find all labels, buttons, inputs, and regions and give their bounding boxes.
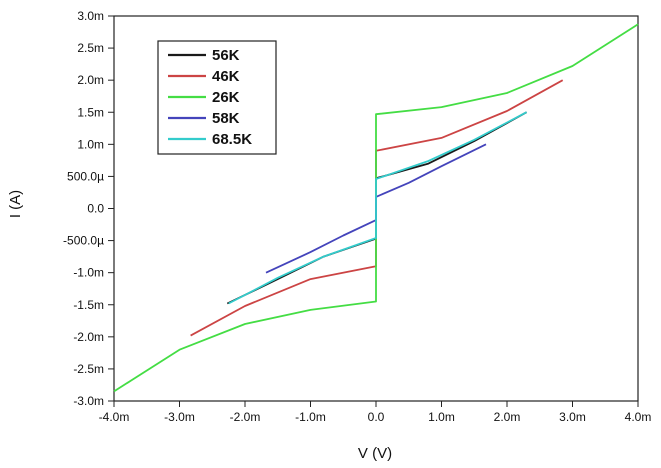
y-tick-label: 3.0m (77, 9, 104, 23)
y-tick-label: -500.0µ (63, 234, 104, 248)
x-tick-label: 1.0m (428, 410, 455, 424)
x-axis-title: V (V) (358, 445, 392, 462)
legend: 56K 46K 26K 58K 68.5K (157, 40, 277, 155)
y-tick-label: 2.5m (77, 41, 104, 55)
x-tick-label: -1.0m (295, 410, 326, 424)
y-tick-label: -1.5m (73, 298, 104, 312)
legend-label: 58K (212, 110, 240, 127)
y-tick-label: 500.0µ (67, 169, 104, 183)
y-axis-title: I (A) (7, 190, 24, 218)
y-tick-label: -2.5m (73, 362, 104, 376)
x-tick-label: 3.0m (559, 410, 586, 424)
x-tick-label: -3.0m (164, 410, 195, 424)
axis-layer: -4.0m -3.0m -2.0m -1.0m 0.0 1.0m 2.0m 3.0m 4.0m -… (63, 9, 651, 424)
y-tick-label: -1.0m (73, 266, 104, 280)
x-tick-label: 0.0 (368, 410, 385, 424)
legend-label: 68.5K (212, 131, 252, 148)
y-tick-label: 1.5m (77, 105, 104, 119)
y-tick-label: 1.0m (77, 137, 104, 151)
legend-label: 26K (212, 89, 240, 106)
y-tick-label: 2.0m (77, 73, 104, 87)
legend-label: 56K (212, 47, 240, 64)
x-tick-label: 2.0m (494, 410, 521, 424)
legend-label: 46K (212, 68, 240, 85)
x-tick-label: -2.0m (230, 410, 261, 424)
y-tick-label: -2.0m (73, 330, 104, 344)
series-line-68-5k (228, 111, 528, 305)
y-tick-label: -3.0m (73, 394, 104, 408)
y-tick-label: 0.0 (87, 202, 104, 216)
x-tick-label: 4.0m (625, 410, 652, 424)
x-tick-label: -4.0m (99, 410, 130, 424)
series-layer (113, 23, 639, 393)
